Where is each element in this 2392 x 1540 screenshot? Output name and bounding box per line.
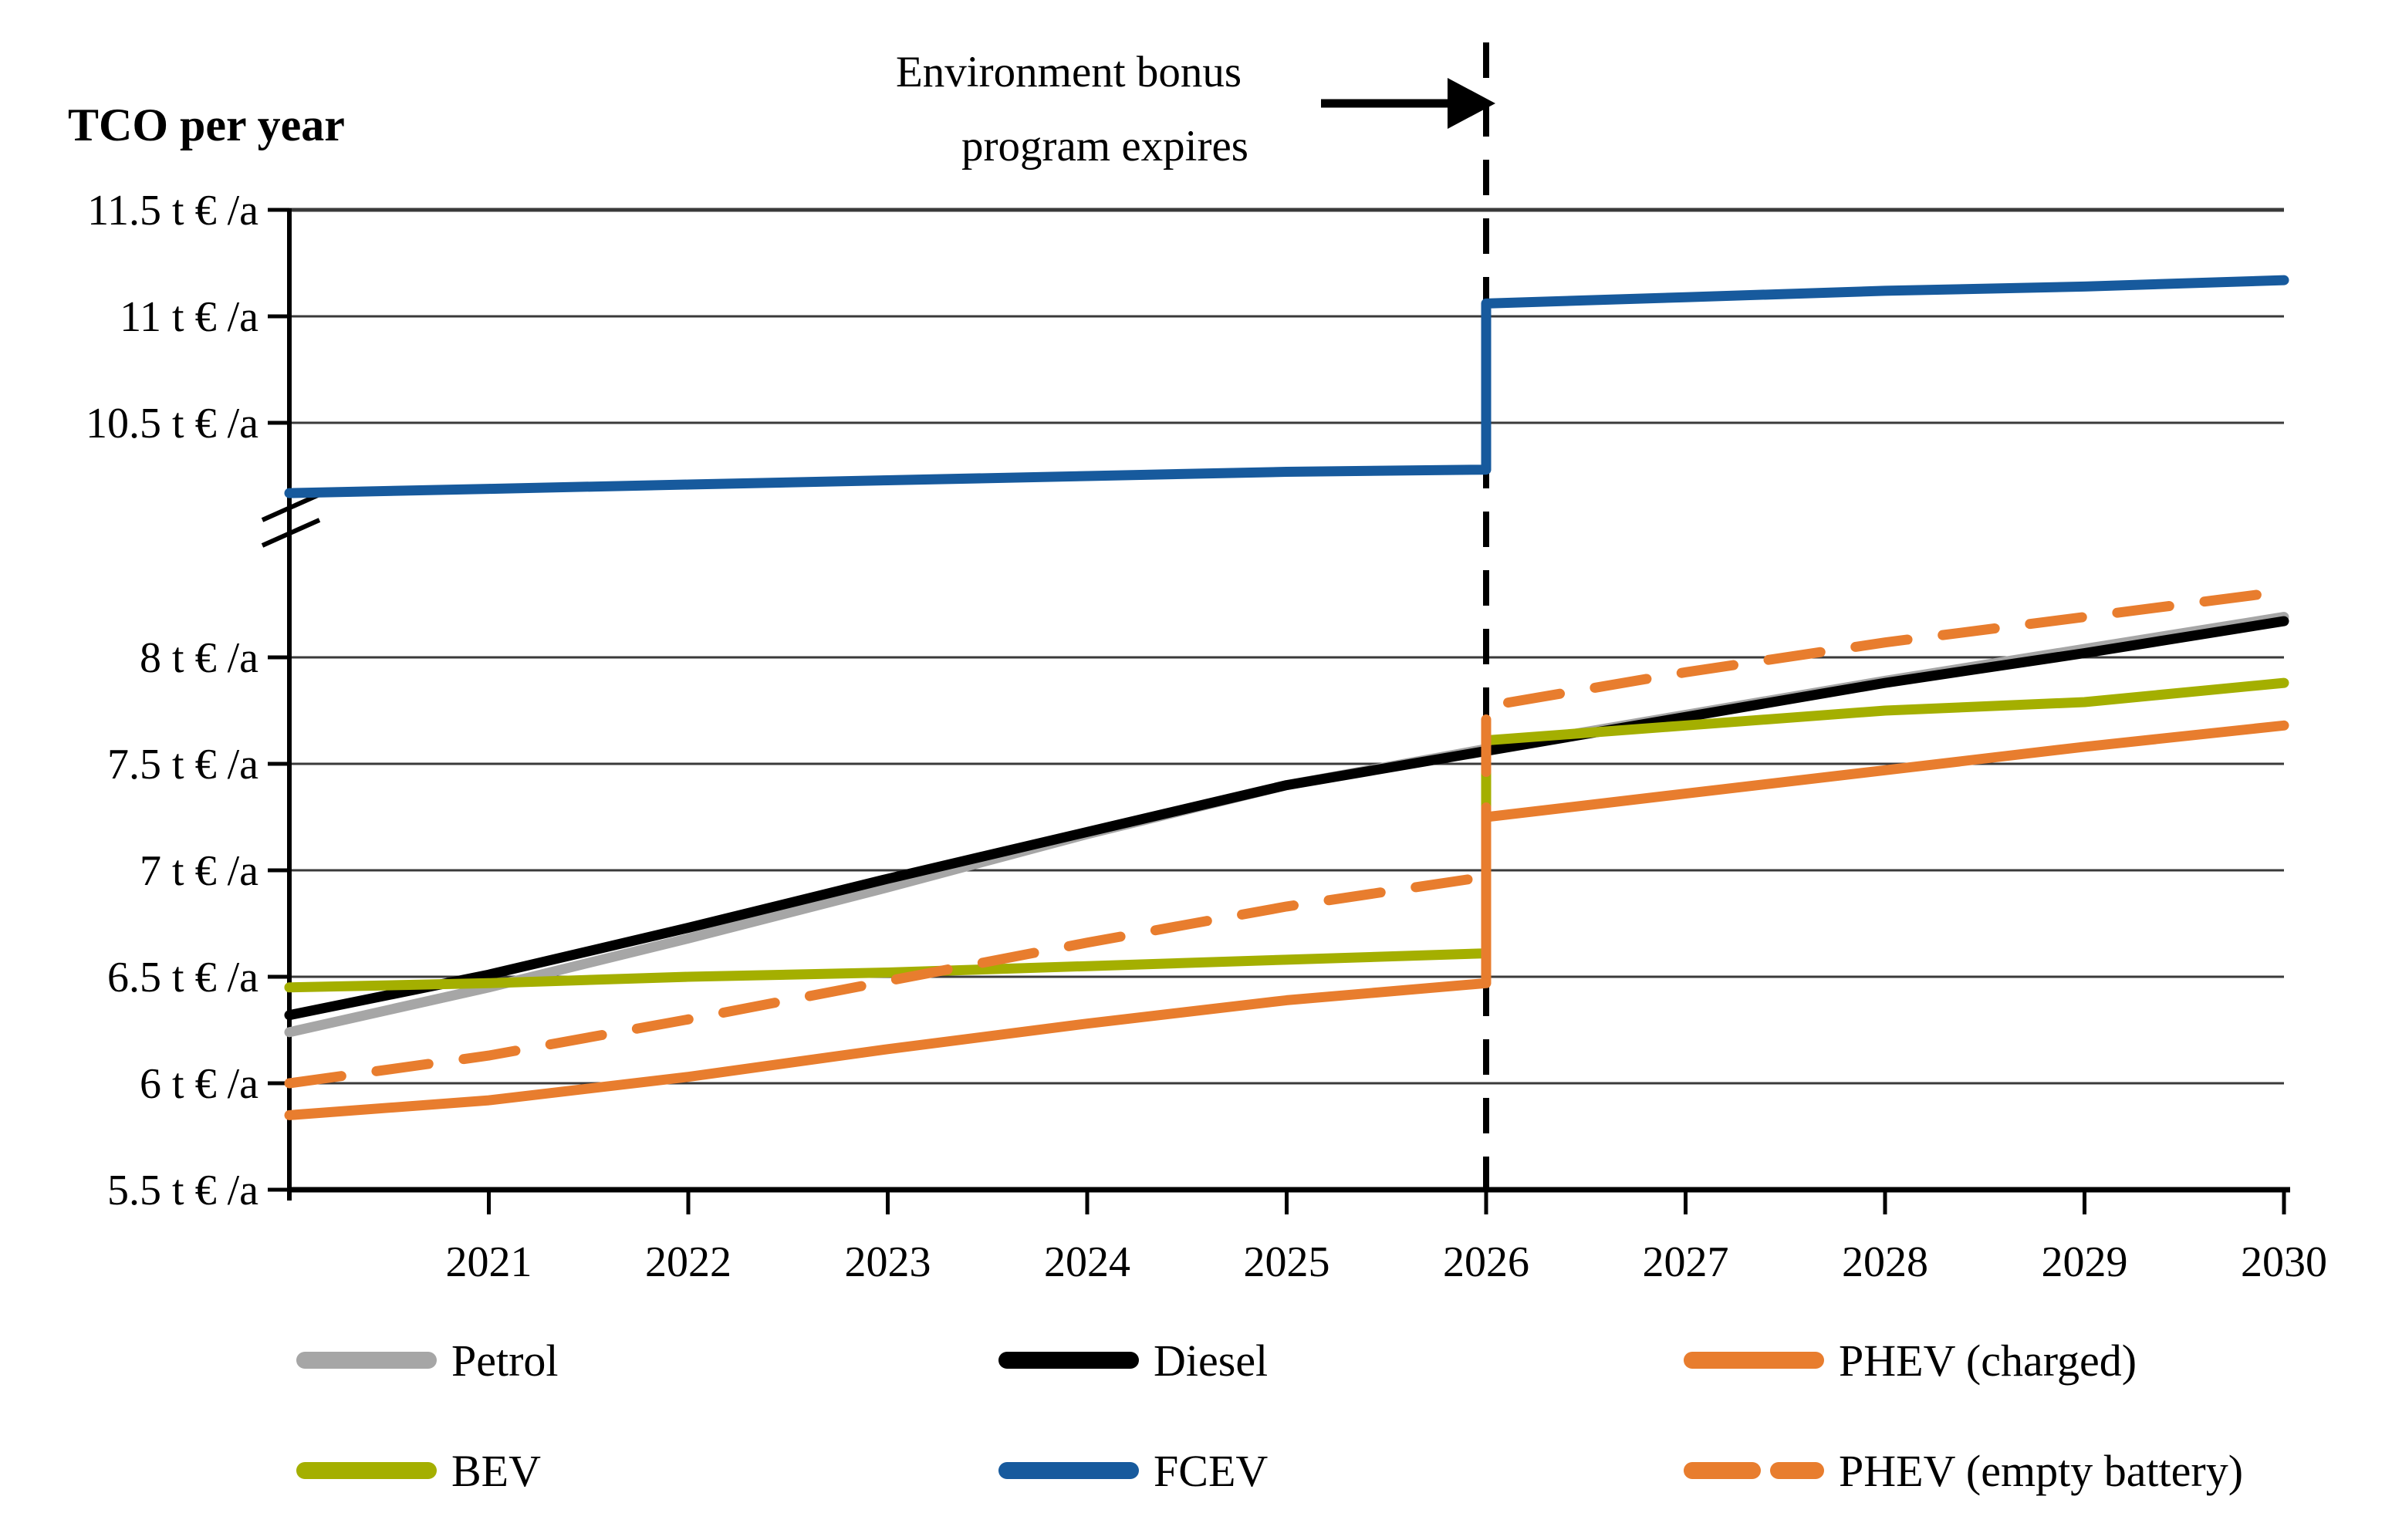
y-tick-label: 10.5 t € /a bbox=[86, 400, 258, 447]
chart-title: TCO per year bbox=[68, 100, 345, 150]
series-line-phev-charged bbox=[284, 720, 2289, 1120]
series-line-petrol bbox=[284, 612, 2289, 1038]
series-line-bev bbox=[284, 677, 2289, 993]
series-line-phev-empty-battery bbox=[284, 586, 2289, 1089]
arrow-head-icon bbox=[1448, 78, 1495, 129]
legend-label-bev: BEV bbox=[451, 1446, 541, 1496]
x-tick-label: 2028 bbox=[1842, 1238, 1928, 1286]
x-tick-label: 2027 bbox=[1643, 1238, 1729, 1286]
y-tick-label: 6 t € /a bbox=[140, 1060, 258, 1108]
y-tick-label: 11.5 t € /a bbox=[87, 187, 258, 235]
annotation-line-2: program expires bbox=[961, 122, 1248, 171]
y-tick-label: 7 t € /a bbox=[140, 847, 258, 895]
y-tick-label: 7.5 t € /a bbox=[107, 741, 258, 789]
x-tick-label: 2022 bbox=[645, 1238, 731, 1286]
x-tick-label: 2026 bbox=[1443, 1238, 1529, 1286]
legend-label-diesel: Diesel bbox=[1154, 1336, 1268, 1386]
y-tick-label: 6.5 t € /a bbox=[107, 954, 258, 1001]
series-line-fcev bbox=[284, 275, 2289, 498]
x-tick-label: 2024 bbox=[1044, 1238, 1130, 1286]
x-tick-label: 2030 bbox=[2241, 1238, 2327, 1286]
y-tick-label: 8 t € /a bbox=[140, 634, 258, 682]
series-line-diesel bbox=[284, 616, 2289, 1021]
x-tick-label: 2021 bbox=[446, 1238, 532, 1286]
y-tick-label: 11 t € /a bbox=[120, 293, 258, 341]
legend-label-petrol: Petrol bbox=[451, 1336, 559, 1386]
axis-break-mark bbox=[261, 518, 321, 548]
annotation-line-1: Environment bonus bbox=[896, 48, 1242, 96]
legend-label-phev-charged: PHEV (charged) bbox=[1839, 1336, 2137, 1386]
axis-break-mark bbox=[261, 492, 321, 522]
x-tick-label: 2023 bbox=[845, 1238, 931, 1286]
x-tick-label: 2025 bbox=[1244, 1238, 1330, 1286]
legend-label-fcev: FCEV bbox=[1154, 1446, 1268, 1496]
legend-label-phev-empty-battery: PHEV (empty battery) bbox=[1839, 1446, 2243, 1496]
x-tick-label: 2029 bbox=[2042, 1238, 2128, 1286]
y-tick-label: 5.5 t € /a bbox=[107, 1167, 258, 1214]
